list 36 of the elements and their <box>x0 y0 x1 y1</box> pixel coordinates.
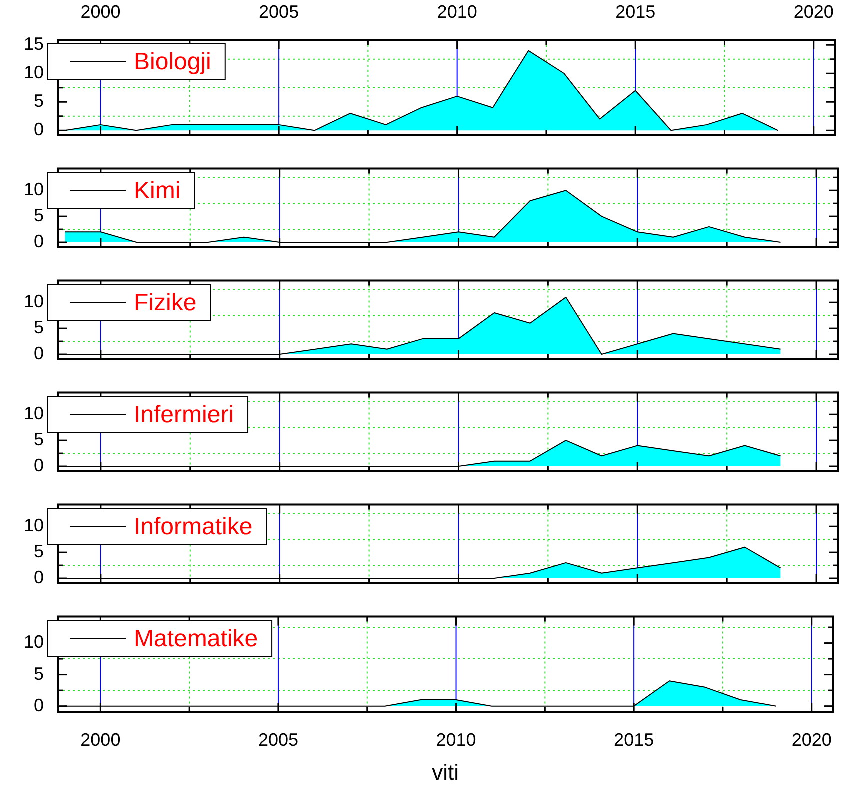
x2-tick-label: 2005 <box>259 2 300 22</box>
y-tick-label: 0 <box>34 567 44 588</box>
x-tick-label: 2000 <box>80 730 121 750</box>
x2-tick-label: 2015 <box>616 2 656 22</box>
y-tick-label: 15 <box>24 34 44 54</box>
legend-label: Kimi <box>134 177 181 204</box>
y-tick-label: 10 <box>24 180 44 200</box>
y-tick-label: 10 <box>24 404 44 424</box>
y-tick-label: 0 <box>34 231 44 252</box>
y-tick-label: 0 <box>34 343 44 364</box>
legend-label: Biologji <box>134 48 212 76</box>
legend-label: Informatike <box>134 513 253 540</box>
legend-label: Fizike <box>134 289 197 316</box>
x-tick-label: 2015 <box>614 730 654 750</box>
y-tick-label: 10 <box>24 632 44 652</box>
x-tick-label: 2020 <box>792 730 832 750</box>
y-tick-label: 0 <box>34 455 44 476</box>
x-tick-label: 2005 <box>258 730 298 750</box>
y-tick-label: 10 <box>24 292 44 312</box>
y-tick-label: 5 <box>34 664 44 684</box>
x-tick-label: 2010 <box>436 730 476 750</box>
legend-label: Matematike <box>134 625 258 652</box>
y-tick-label: 0 <box>34 120 44 140</box>
y-tick-label: 10 <box>24 516 44 536</box>
x2-tick-label: 2000 <box>80 2 121 22</box>
y-tick-label: 5 <box>34 542 44 562</box>
x2-tick-label: 2010 <box>437 2 478 22</box>
y-tick-label: 10 <box>24 62 44 83</box>
y-tick-label: 5 <box>34 206 44 226</box>
x2-tick-label: 2020 <box>794 2 834 22</box>
legend-label: Infermieri <box>134 401 234 428</box>
y-tick-label: 0 <box>34 695 44 716</box>
y-tick-label: 5 <box>34 318 44 338</box>
y-tick-label: 5 <box>34 430 44 450</box>
y-tick-label: 5 <box>34 91 44 112</box>
x-axis-title: viti <box>432 760 460 785</box>
